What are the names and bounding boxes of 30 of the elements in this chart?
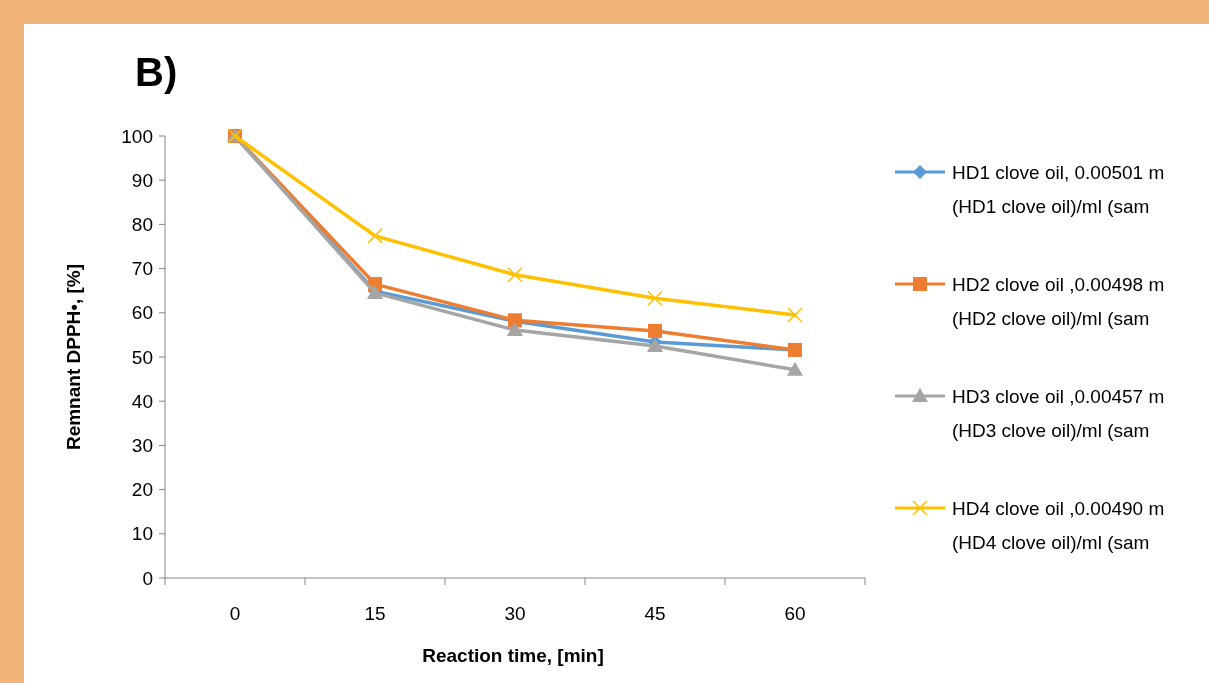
legend-label: HD1 clove oil, 0.00501 m (HD1 clove oil)/ml (sam (952, 161, 1165, 217)
y-tick-label: 70 (131, 258, 153, 280)
y-tick-label: 0 (142, 567, 153, 589)
x-tick-label: 45 (644, 603, 666, 624)
legend-label: HD2 clove oil ,0.00498 m (HD2 clove oil)/ml (sam (952, 273, 1165, 329)
x-tick-label: 15 (364, 603, 386, 624)
y-tick-label: 30 (131, 435, 153, 457)
point (648, 323, 662, 338)
y-tick-label: 10 (131, 523, 153, 545)
x-tick-label: 60 (784, 603, 806, 624)
x-axis-title: Reaction time, [min] (422, 645, 604, 666)
y-tick-label: 50 (131, 346, 153, 368)
y-axis-title: Remnant DPPH•, [%] (63, 263, 84, 451)
y-tick-label: 80 (131, 214, 153, 236)
y-tick-label: 60 (131, 302, 153, 324)
point (367, 228, 383, 244)
point (507, 267, 523, 283)
legend-label: HD3 clove oil ,0.00457 m (HD3 clove oil)/ml (sam (952, 385, 1165, 441)
y-tick-label: 40 (131, 390, 153, 412)
point (787, 307, 803, 323)
y-tick-label: 20 (131, 479, 153, 501)
legend-label: HD4 clove oil ,0.00490 m (HD4 clove oil)/ml (sam (952, 497, 1165, 553)
x-tick-label: 0 (229, 603, 241, 624)
x-tick-label: 30 (504, 603, 526, 624)
chart-title: B) (135, 50, 178, 94)
y-tick-label: 100 (121, 125, 153, 147)
point (647, 290, 663, 306)
point (507, 322, 523, 337)
point (787, 361, 803, 376)
y-tick-label: 90 (131, 169, 153, 191)
